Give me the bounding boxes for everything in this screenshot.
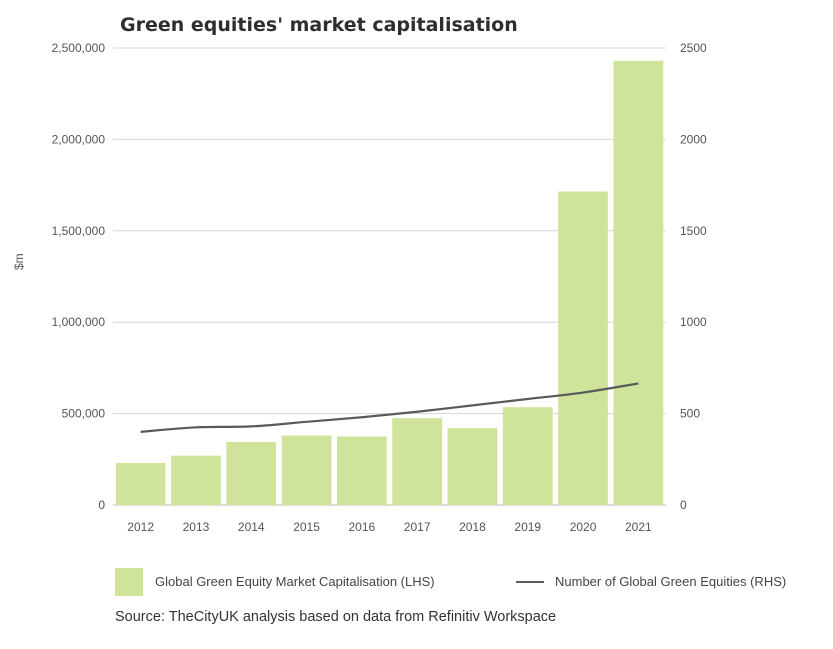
bar	[226, 441, 277, 505]
legend-swatch-market-cap	[115, 568, 143, 596]
plot-area: 0 500,000 1,000,000 1,500,000 2,000,000 2,500…	[52, 41, 707, 534]
legend-label-market-cap: Global Green Equity Market Capitalisatio…	[155, 574, 435, 589]
legend: Global Green Equity Market Capitalisatio…	[0, 562, 833, 602]
bar	[336, 436, 387, 505]
y-left-tick-label: 1,500,000	[52, 224, 106, 238]
y-right-tick-label: 2000	[680, 132, 707, 146]
x-tick-label: 2020	[570, 520, 597, 534]
bar	[502, 407, 553, 505]
legend-label-number-of-equities: Number of Global Green Equities (RHS)	[555, 574, 787, 589]
legend-swatch-number-of-equities	[516, 581, 544, 583]
x-tick-label: 2013	[183, 520, 210, 534]
x-tick-label: 2018	[459, 520, 486, 534]
bar	[447, 428, 498, 505]
bar	[613, 60, 664, 506]
bar	[115, 462, 166, 505]
y-left-tick-label: 2,000,000	[52, 132, 106, 146]
x-tick-label: 2016	[348, 520, 375, 534]
bar	[171, 455, 221, 505]
y-left-tick-label: 1,000,000	[52, 315, 106, 329]
x-tick-label: 2014	[238, 520, 265, 534]
y-right-tick-label: 2500	[680, 41, 707, 55]
y-right-tick-label: 1500	[680, 224, 707, 238]
y-right-tick-label: 1000	[680, 315, 707, 329]
x-tick-label: 2017	[404, 520, 431, 534]
chart-title: Green equities' market capitalisation	[120, 14, 518, 36]
line-series-number-of-equities	[140, 382, 639, 433]
y-left-tick-label: 500,000	[62, 407, 106, 421]
x-tick-label: 2019	[514, 520, 541, 534]
source-note: Source: TheCityUK analysis based on data…	[115, 609, 557, 625]
x-tick-label: 2021	[625, 520, 652, 534]
x-tick-label: 2015	[293, 520, 320, 534]
y-right-tick-label: 500	[680, 407, 700, 421]
x-tick-label: 2012	[127, 520, 154, 534]
bar	[392, 418, 443, 505]
bar	[281, 435, 332, 505]
bar	[558, 191, 608, 506]
y-right-tick-label: 0	[680, 498, 687, 512]
y-left-tick-label: 2,500,000	[52, 41, 106, 55]
y-left-tick-label: 0	[98, 498, 105, 512]
